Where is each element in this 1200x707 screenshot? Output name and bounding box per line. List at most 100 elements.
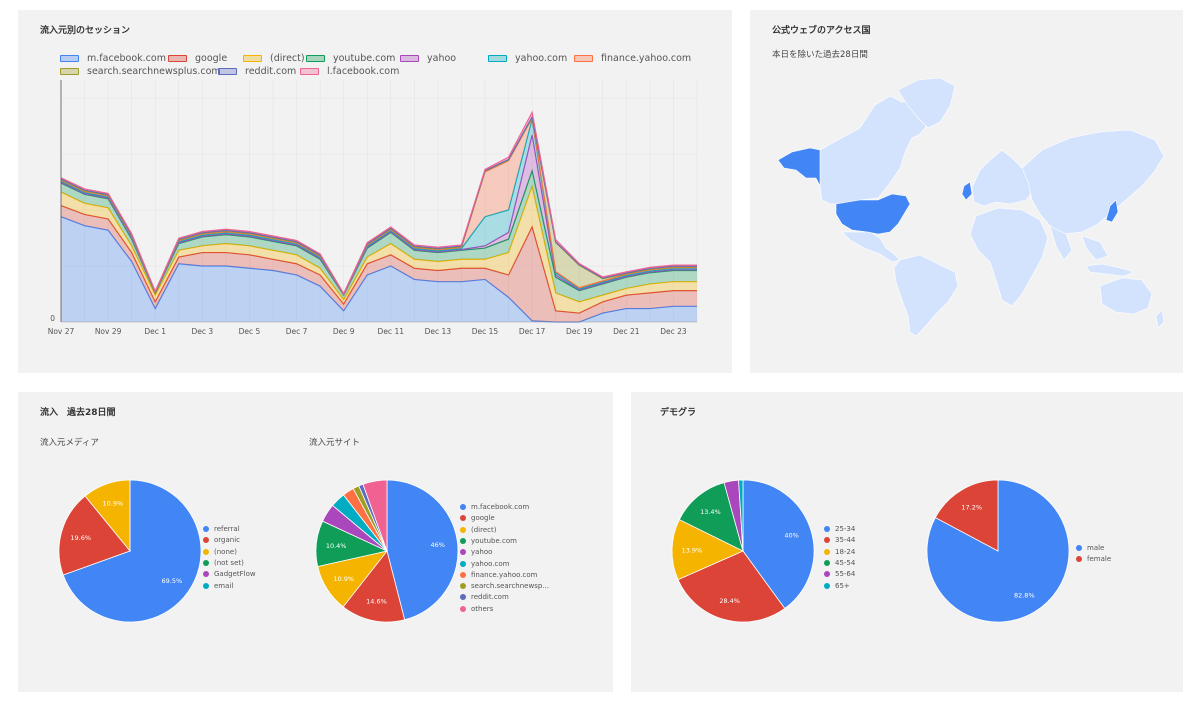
legend-label: yahoo.com — [471, 559, 510, 568]
map-subtitle: 本日を除いた過去28日間 — [772, 50, 868, 60]
legend-dot — [460, 605, 466, 612]
legend-dot — [460, 583, 466, 590]
pie-legend-item-referral[interactable]: referral — [203, 525, 240, 533]
line-google — [60, 204, 697, 314]
legend-dot — [824, 559, 830, 566]
area-yahoo-com — [61, 119, 697, 295]
legend-item-search-searchnewsplus-com[interactable]: search.searchnewsplus.com — [60, 66, 221, 77]
pie-legend-item-others[interactable]: others — [460, 605, 493, 613]
legend-dot — [460, 526, 466, 533]
pie-legend-item-google[interactable]: google — [460, 514, 495, 522]
pie-legend-item-gadgetflow[interactable]: GadgetFlow — [203, 570, 256, 578]
sessions-area-chart: Nov 27 Nov 29 Dec 1 Dec 3 Dec 5 Dec 7 Dec 9 Dec… — [48, 80, 698, 336]
x-tick-label: Dec 21 — [613, 327, 640, 336]
pie-slice-label: 13.9% — [682, 546, 703, 554]
legend-item-m-facebook-com[interactable]: m.facebook.com — [60, 53, 166, 64]
pie-legend-item-female[interactable]: female — [1076, 555, 1111, 563]
legend-item-l-facebook-com[interactable]: l.facebook.com — [300, 66, 399, 77]
pie-legend-item-45-54[interactable]: 45-54 — [824, 559, 855, 567]
sessions-panel: 流入元別のセッション m.facebook.com google (direct) y… — [18, 10, 732, 373]
line-m-facebook-com — [60, 216, 697, 323]
legend-label: referral — [214, 525, 240, 533]
x-tick-label: Dec 19 — [566, 327, 593, 336]
legend-item-yahoo-com[interactable]: yahoo.com — [488, 53, 567, 64]
mexico-region — [841, 231, 901, 263]
legend-swatch — [574, 55, 593, 62]
pie-legend-item-25-34[interactable]: 25-34 — [824, 525, 855, 533]
x-tick-label: Dec 3 — [191, 327, 213, 336]
pie-slice-label: 40% — [784, 532, 798, 540]
legend-label: search.searchnewsplus.com — [87, 66, 221, 77]
x-tick-label: Dec 13 — [425, 327, 452, 336]
pie-legend-item-youtube-com[interactable]: youtube.com — [460, 537, 517, 545]
legend-label: finance.yahoo.com — [471, 570, 538, 579]
pie-legend-item-18-24[interactable]: 18-24 — [824, 548, 855, 556]
pie-slice-label: 10.4% — [326, 542, 347, 550]
legend-label: reddit.com — [471, 593, 509, 602]
pie-legend-item-male[interactable]: male — [1076, 544, 1104, 552]
legend-label: yahoo — [471, 548, 493, 557]
area-youtube-com — [61, 170, 697, 302]
pie-slice-label: 46% — [430, 541, 444, 549]
legend-item-yahoo[interactable]: yahoo — [400, 53, 456, 64]
demo-panel: デモグラ 40% 28.4% 13.9% 13.4% 25-34 35-44 18-24 4… — [631, 392, 1183, 692]
legend-item-finance-yahoo-com[interactable]: finance.yahoo.com — [574, 53, 691, 64]
pie-legend-item-email[interactable]: email — [203, 582, 233, 590]
legend-label: youtube.com — [333, 53, 396, 64]
pie-legend-item-yahoo-com[interactable]: yahoo.com — [460, 560, 510, 568]
japan-region — [1105, 199, 1119, 223]
pie-slice-25-34 — [742, 479, 815, 609]
media-pie-title: 流入元メディア — [40, 438, 99, 448]
pie-slice-label: 19.6% — [70, 534, 91, 542]
legend-label: finance.yahoo.com — [601, 53, 692, 64]
legend-swatch — [60, 55, 79, 62]
pie-legend-item-55-64[interactable]: 55-64 — [824, 570, 855, 578]
legend-swatch — [300, 68, 319, 75]
pie-slice-label: 69.5% — [161, 577, 182, 585]
pie-legend-item-reddit-com[interactable]: reddit.com — [460, 593, 509, 601]
pie-legend-item-65[interactable]: 65+ — [824, 582, 850, 590]
grid — [60, 80, 698, 322]
legend-label: yahoo — [427, 53, 457, 64]
pie-legend-item-35-44[interactable]: 35-44 — [824, 536, 855, 544]
legend-dot — [203, 548, 209, 555]
world-map[interactable] — [750, 10, 1183, 373]
legend-dot — [824, 582, 830, 589]
pie-legend-item-none[interactable]: (none) — [203, 548, 237, 556]
legend-label: email — [214, 581, 234, 590]
pie-legend-item-finance-yahoo-com[interactable]: finance.yahoo.com — [460, 571, 537, 579]
pie-legend-item-m-facebook-com[interactable]: m.facebook.com — [460, 503, 529, 511]
pie-slice-none — [84, 479, 131, 553]
legend-dot — [824, 548, 830, 555]
legend-item-youtube-com[interactable]: youtube.com — [306, 53, 395, 64]
pie-legend-item-direct[interactable]: (direct) — [460, 526, 496, 534]
area-google — [61, 205, 697, 322]
pie-slice-65 — [738, 479, 744, 552]
legend-item-direct[interactable]: (direct) — [243, 53, 305, 64]
map-panel: 公式ウェブのアクセス国 本日を除いた過去28日間 — [750, 10, 1183, 373]
legend-label: male — [1087, 544, 1105, 552]
demo-title: デモグラ — [660, 408, 697, 418]
legend-label: 65+ — [835, 581, 850, 590]
legend-label: GadgetFlow — [214, 570, 256, 579]
legend-dot — [460, 537, 466, 544]
legend-item-google[interactable]: google — [168, 53, 227, 64]
legend-item-reddit-com[interactable]: reddit.com — [218, 66, 296, 77]
site-pie-chart: 46% 14.6% 10.9% 10.4% — [315, 479, 459, 623]
legend-dot — [203, 559, 209, 566]
europe-region — [971, 149, 1035, 207]
legend-dot — [460, 515, 466, 522]
pie-legend-item-not-set[interactable]: (not set) — [203, 559, 244, 567]
pie-slice-label: 10.9% — [103, 499, 124, 507]
legend-label: organic — [214, 536, 241, 545]
legend-dot — [824, 537, 830, 544]
pie-slice-18-24 — [671, 519, 744, 581]
legend-label: 18-24 — [835, 547, 856, 556]
south-asia-region — [1049, 225, 1109, 261]
pie-legend-item-search-searchnewsp[interactable]: search.searchnewsp... — [460, 582, 549, 590]
pie-legend-item-organic[interactable]: organic — [203, 536, 240, 544]
alaska-region — [777, 147, 821, 187]
legend-dot — [203, 526, 209, 532]
legend-dot — [460, 504, 466, 510]
pie-legend-item-yahoo[interactable]: yahoo — [460, 548, 492, 556]
